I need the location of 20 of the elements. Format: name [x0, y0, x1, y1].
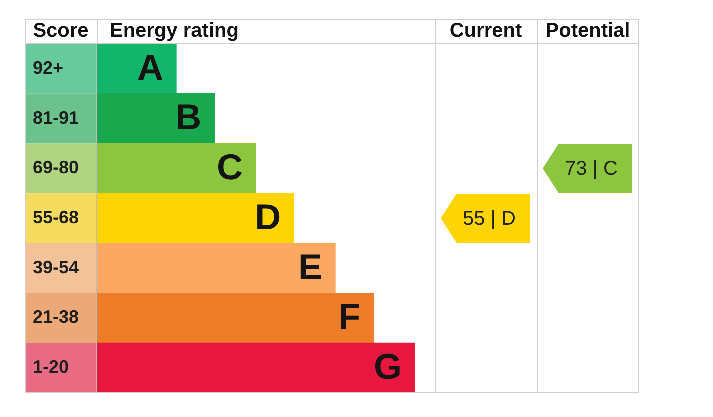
x-axis-title: Energy rating — [109, 19, 240, 43]
y-tick-label: 39-54 — [33, 257, 80, 278]
annotation: A — [138, 46, 164, 88]
y-tick-label: 81-91 — [33, 108, 80, 128]
y-tick-label: 55-68 — [33, 207, 80, 228]
annotation: E — [298, 246, 322, 288]
text: Current — [448, 19, 524, 43]
y-tick-label: 92+ — [33, 58, 64, 78]
annotation: C — [217, 146, 243, 188]
y-tick-label: 21-38 — [33, 307, 80, 328]
y-axis-title: Score — [32, 19, 90, 43]
y-tick-label: 1-20 — [33, 357, 70, 378]
annotation: G — [374, 346, 402, 387]
annotation: D — [255, 196, 282, 238]
text: Potential — [544, 19, 632, 43]
y-tick-label: 69-80 — [33, 158, 80, 178]
annotation: F — [338, 296, 361, 338]
text: 73 | C — [565, 158, 618, 180]
annotation: B — [176, 96, 202, 138]
text: 55 | D — [463, 208, 516, 230]
